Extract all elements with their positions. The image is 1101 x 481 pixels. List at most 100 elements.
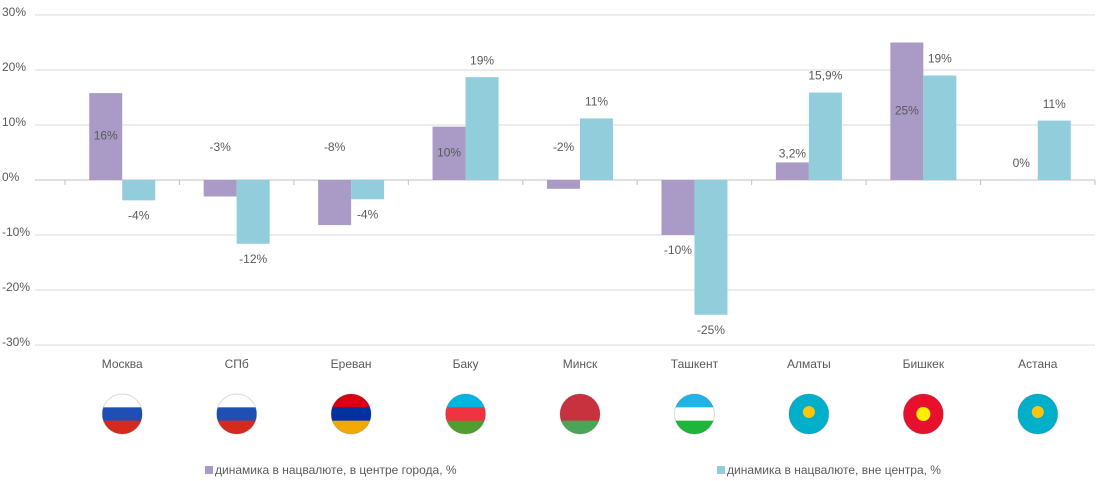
bar [122, 180, 156, 201]
bar [318, 180, 352, 226]
flag-stripe [102, 394, 143, 408]
flag-stripe [331, 407, 372, 422]
flag-icon [1017, 393, 1059, 435]
flag-stripe [674, 420, 715, 434]
flag-stripe [560, 394, 600, 408]
flag-stripe [216, 420, 257, 434]
flag-shine [902, 393, 944, 435]
flag-shine [445, 393, 487, 435]
x-tick-label: Алматы [787, 357, 831, 371]
data-label: 3,2% [779, 147, 807, 161]
flag-stripe [102, 407, 143, 422]
flag-stripe [674, 394, 715, 408]
data-label: -25% [697, 323, 725, 337]
flag-icon [445, 393, 487, 435]
data-label: -12% [239, 252, 267, 266]
bar [465, 77, 499, 180]
flag-icon [330, 393, 372, 435]
y-tick-label: 10% [2, 115, 26, 129]
y-tick-label: -20% [2, 280, 30, 294]
flag-stripe [445, 420, 486, 434]
flag-shine [673, 393, 715, 435]
flag-stripe [216, 407, 257, 422]
data-label: 15,9% [808, 69, 842, 83]
data-label: -4% [128, 209, 150, 223]
flag-icon [673, 393, 715, 435]
flag-shine [1017, 393, 1059, 435]
bar [351, 180, 385, 200]
flag-shine [330, 393, 372, 435]
bar [661, 180, 695, 235]
flag-shine [788, 393, 830, 435]
x-tick-label: Баку [453, 357, 479, 371]
bar [236, 180, 270, 244]
flag-stripe [216, 394, 257, 408]
bar [694, 180, 728, 315]
data-label: 0% [1013, 156, 1031, 170]
bar [547, 180, 580, 189]
data-label: -2% [553, 140, 575, 154]
data-label: 11% [585, 95, 608, 109]
flag-stripe [445, 394, 486, 408]
flag-shine [216, 393, 258, 435]
data-label: 25% [895, 103, 919, 117]
data-label: 16% [94, 129, 118, 143]
flag-stripe [903, 420, 944, 434]
flag-stripe [674, 407, 715, 422]
bar [203, 180, 237, 197]
flag-stripe [560, 407, 600, 422]
x-tick-label: Ереван [331, 357, 372, 371]
x-tick-label: Москва [102, 357, 143, 371]
flag-icon [559, 393, 601, 435]
bar [890, 42, 924, 180]
flag-stripe [102, 420, 143, 434]
legend-label: динамика в нацвалюте, вне центра, % [727, 463, 941, 477]
x-tick-label: СПб [225, 357, 249, 371]
flag-stripe [903, 394, 944, 408]
flag-stripe [445, 407, 486, 422]
data-label: -4% [357, 207, 379, 221]
bar [89, 93, 123, 180]
data-label: -3% [209, 140, 231, 154]
bar [923, 75, 957, 180]
flag-shine [559, 393, 601, 435]
y-tick-label: 20% [2, 60, 26, 74]
bar [432, 126, 466, 180]
bar [808, 92, 842, 180]
flag-stripe [788, 420, 829, 434]
x-tick-label: Ташкент [671, 357, 719, 371]
y-tick-label: 0% [2, 170, 20, 184]
bar [775, 162, 809, 180]
x-tick-label: Бишкек [903, 357, 945, 371]
data-label: -10% [664, 243, 692, 257]
flag-stripe [331, 394, 372, 408]
data-label: 19% [470, 53, 494, 67]
legend-swatch [205, 466, 213, 474]
bar [580, 118, 613, 180]
data-label: 11% [1043, 97, 1066, 111]
legend-swatch [717, 466, 725, 474]
flag-stripe [1017, 394, 1058, 408]
flag-icon [788, 393, 830, 435]
flag-emblem [802, 406, 815, 418]
data-label: -8% [324, 140, 346, 154]
flag-emblem [1031, 406, 1044, 418]
bar [1037, 120, 1071, 180]
data-label: 10% [437, 145, 461, 159]
y-tick-label: 30% [2, 5, 26, 19]
flag-stripe [1017, 420, 1058, 434]
flag-stripe [560, 420, 600, 434]
flag-emblem [916, 407, 931, 421]
flag-icon [902, 393, 944, 435]
y-tick-label: -10% [2, 225, 30, 239]
y-tick-label: -30% [2, 335, 30, 349]
flag-shine [101, 393, 143, 435]
data-label: 19% [928, 52, 952, 66]
x-tick-label: Астана [1018, 357, 1058, 371]
flag-icon [101, 393, 143, 435]
flag-icon [216, 393, 258, 435]
x-tick-label: Минск [563, 357, 598, 371]
flag-stripe [788, 394, 829, 408]
flag-stripe [331, 420, 372, 434]
